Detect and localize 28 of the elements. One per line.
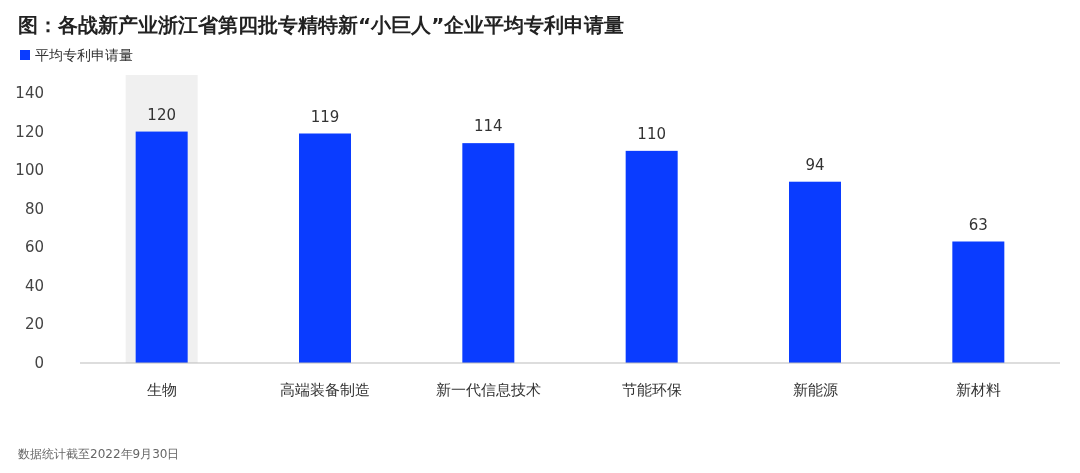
chart-title: 图：各战新产业浙江省第四批专精特新“小巨人”企业平均专利申请量 bbox=[18, 13, 625, 37]
y-tick-label: 80 bbox=[24, 199, 44, 218]
y-tick-label: 0 bbox=[34, 354, 44, 372]
x-tick-label: 新能源 bbox=[792, 381, 838, 399]
y-tick-label: 40 bbox=[24, 276, 44, 295]
data-label: 120 bbox=[147, 105, 176, 124]
y-tick-label: 60 bbox=[24, 238, 44, 257]
y-tick-label: 140 bbox=[15, 84, 44, 102]
x-tick-label: 新材料 bbox=[955, 381, 1001, 399]
x-tick-label: 新一代信息技术 bbox=[435, 381, 541, 399]
bar bbox=[462, 143, 515, 363]
bar bbox=[625, 150, 678, 363]
data-label: 110 bbox=[637, 124, 666, 143]
y-tick-label: 120 bbox=[15, 122, 44, 141]
data-label: 119 bbox=[310, 107, 340, 126]
x-tick-label: 高端装备制造 bbox=[280, 381, 370, 399]
bar bbox=[789, 181, 841, 363]
y-tick-label: 100 bbox=[15, 161, 44, 180]
data-label: 94 bbox=[805, 155, 825, 174]
x-tick-label: 节能环保 bbox=[621, 381, 682, 399]
legend-label: 平均专利申请量 bbox=[35, 47, 133, 63]
data-label: 63 bbox=[968, 215, 988, 234]
data-label: 114 bbox=[474, 117, 503, 136]
bar bbox=[299, 133, 351, 363]
y-tick-label: 20 bbox=[24, 315, 44, 334]
bar bbox=[952, 241, 1005, 363]
text: 数据统计截至2022年9月30日 bbox=[18, 447, 180, 461]
x-tick-label: 生物 bbox=[146, 381, 177, 399]
